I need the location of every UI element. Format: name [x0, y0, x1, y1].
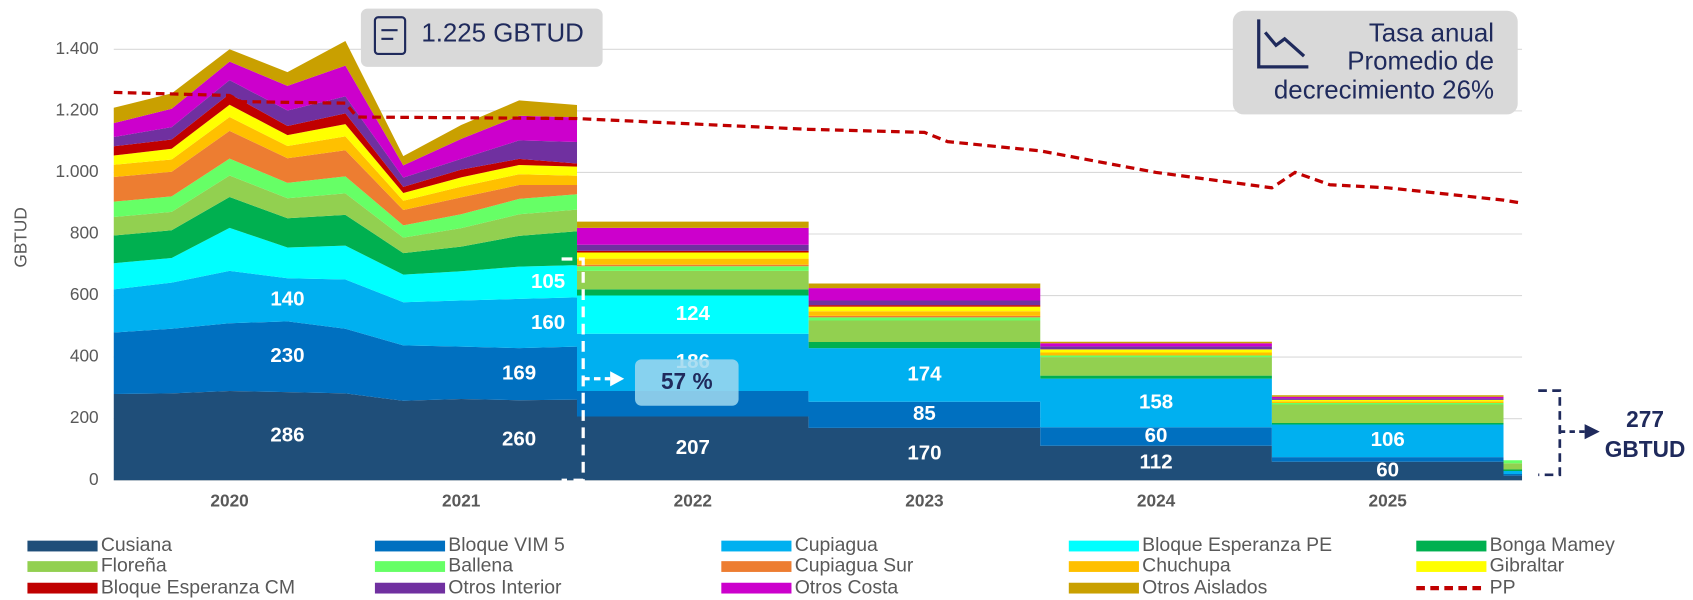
- y-tick-label: 1.200: [55, 99, 98, 119]
- legend-label: Chuchupa: [1142, 555, 1231, 577]
- y-tick-label: 400: [70, 346, 99, 366]
- legend-label: Cusiana: [101, 534, 172, 556]
- total-text: GBTUD: [1605, 436, 1686, 462]
- y-tick-label: 600: [70, 284, 99, 304]
- data-label: 207: [676, 436, 710, 459]
- y-axis-label: GBTUD: [11, 207, 31, 267]
- rate-bg: [1232, 10, 1518, 115]
- arrow-head: [1584, 424, 1600, 440]
- overlay: 57 % 277 GBTUD: [561, 257, 1686, 482]
- icon: [1257, 19, 1309, 69]
- legend-swatch: [1068, 540, 1139, 552]
- rate-annotation: Tasa anual Promedio de decrecimiento 26%: [1232, 10, 1518, 115]
- box-text: 1.225 GBTUD: [421, 19, 584, 47]
- area: [113, 270, 1523, 475]
- x-tick-label: 2021: [442, 490, 481, 510]
- legend-label: Floreña: [101, 555, 167, 577]
- data-label: 112: [1140, 450, 1173, 473]
- rate-text: Promedio de: [1347, 47, 1494, 75]
- data-label: 124: [676, 302, 711, 325]
- plot-area: 2862602071701126023016985601401601861741…: [113, 40, 1523, 481]
- legend-swatch: [374, 561, 446, 572]
- data-label: 60: [1376, 458, 1399, 481]
- data-label: 60: [1145, 424, 1168, 447]
- bracket: [561, 257, 585, 482]
- data-label: 260: [502, 428, 536, 451]
- data-label: 85: [913, 402, 936, 425]
- y-tick-label: 800: [70, 223, 99, 243]
- area: [113, 130, 1523, 461]
- legend-label: Otros Interior: [448, 576, 562, 598]
- legend-swatch: [374, 540, 446, 552]
- legend-label: Cupiagua: [795, 534, 878, 556]
- rate-text: Tasa anual: [1369, 19, 1494, 47]
- legend-swatch: [27, 561, 98, 572]
- y-tick-label: 1.000: [55, 161, 98, 181]
- legend-label: Bloque Esperanza PE: [1142, 534, 1332, 556]
- legend-swatch: [1068, 561, 1139, 572]
- legend-label: Bloque VIM 5: [448, 534, 565, 556]
- area: [113, 197, 1523, 471]
- x-tick-label: 2024: [1137, 490, 1176, 510]
- legend-swatch: [27, 582, 98, 594]
- x-tick-label: 2022: [674, 490, 712, 510]
- area: [113, 227, 1523, 471]
- legend-swatch: [1416, 561, 1487, 572]
- x-tick-label: 2023: [905, 490, 943, 510]
- legend-label: PP: [1490, 576, 1516, 598]
- share-bg: [634, 359, 739, 406]
- line: [113, 90, 1523, 205]
- legend-swatch: [27, 540, 98, 552]
- data-label: 106: [1371, 428, 1405, 451]
- legend-label: Otros Aislados: [1142, 576, 1267, 598]
- y-tick-label: 1.400: [55, 38, 98, 58]
- arrow-head: [610, 371, 625, 387]
- icon: [373, 16, 407, 56]
- legend-swatch: [1416, 540, 1487, 552]
- legend-label: Ballena: [448, 555, 513, 577]
- legend-swatch: [721, 582, 792, 594]
- area: [113, 175, 1523, 470]
- area: [113, 390, 1523, 481]
- data-label: 286: [270, 424, 304, 447]
- data-label: 230: [270, 344, 304, 367]
- rate-text: decrecimiento 26%: [1274, 77, 1494, 105]
- legend-label: Cupiagua Sur: [795, 555, 914, 577]
- data-label: 174: [907, 362, 942, 385]
- legend-label: Bonga Mamey: [1490, 534, 1615, 556]
- data-label: 158: [1139, 390, 1173, 413]
- total-text: 277: [1626, 406, 1664, 432]
- x-tick-label: 2020: [210, 490, 248, 510]
- legend-label: Otros Costa: [795, 576, 899, 598]
- area: [113, 321, 1523, 476]
- bracket: [1538, 389, 1562, 477]
- legend-swatch: [1068, 582, 1139, 594]
- y-tick-label: 0: [89, 469, 99, 489]
- legend-label: Bloque Esperanza CM: [101, 576, 295, 598]
- share-text: 57 %: [661, 368, 713, 394]
- data-label: 169: [502, 362, 536, 385]
- data-label: 105: [531, 270, 565, 293]
- data-label: 140: [270, 287, 304, 310]
- box-bg: [360, 8, 603, 67]
- legend-swatch: [721, 540, 792, 552]
- y-tick-label: 200: [70, 407, 99, 427]
- legend-swatch: [374, 582, 446, 594]
- x-tick-label: 2025: [1369, 490, 1408, 510]
- data-label: 170: [907, 441, 941, 464]
- legend-swatch: [721, 561, 792, 572]
- data-label: 160: [531, 311, 565, 334]
- box-annotation: 1.225 GBTUD: [360, 8, 603, 67]
- legend-label: Gibraltar: [1490, 555, 1565, 577]
